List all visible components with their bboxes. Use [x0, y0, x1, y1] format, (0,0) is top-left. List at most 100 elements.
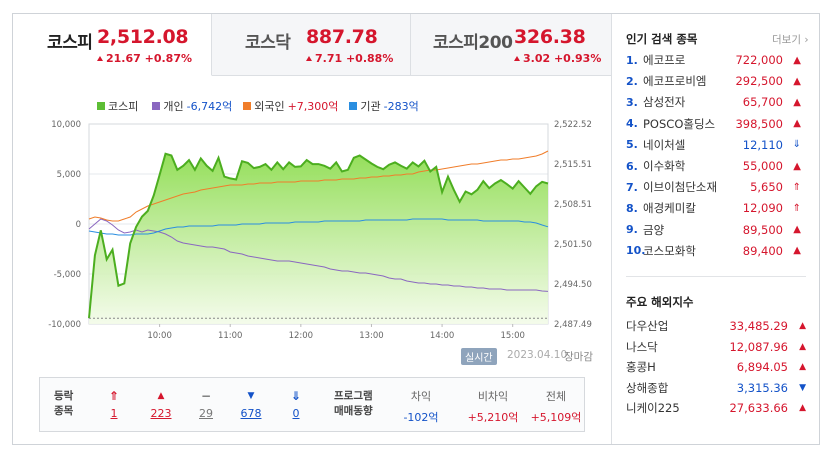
up-arrow-icon: ▲ [793, 160, 801, 172]
breadth-count[interactable]: 223 [150, 407, 172, 420]
chart-legend: 코스피 개인 -6,742억 외국인 +7,300억 기관 -283억 [97, 98, 419, 114]
legend-label: 개인 [163, 100, 184, 113]
index-name[interactable]: 상해종합 [626, 380, 669, 395]
world-index-row[interactable]: 나스닥 12,087.96 ▲ [626, 337, 806, 357]
stock-price: 398,500 [735, 116, 783, 131]
up-arrow-icon: ▲ [793, 245, 801, 257]
right-tick-label: 2,508.51 [554, 200, 592, 210]
breadth-count[interactable]: 0 [292, 407, 300, 420]
stock-name[interactable]: POSCO홀딩스 [643, 116, 716, 131]
index-name[interactable]: 홍콩H [626, 360, 656, 374]
legend-foreign: 외국인 +7,300억 [243, 98, 338, 114]
tab-kospi200-value: 326.38 [514, 26, 586, 48]
stock-name[interactable]: 에코프로비엠 [643, 74, 707, 89]
rank-number: 1. [626, 53, 638, 67]
popular-stock-row[interactable]: 10. 코스모화학 89,400 ▲ [626, 241, 806, 261]
breadth-count[interactable]: 1 [110, 407, 118, 420]
tab-kosdaq[interactable]: 코스닥 887.78 7.71 +0.88% [212, 14, 411, 76]
popular-stocks-title: 인기 검색 종목 [626, 32, 698, 46]
rank-number: 5. [626, 138, 638, 152]
realtime-badge[interactable]: 실시간 [461, 348, 497, 365]
stock-name[interactable]: 네이처셀 [643, 137, 686, 152]
left-tick-label: -5,000 [54, 270, 81, 280]
breadth-flat: − 29 [191, 389, 221, 420]
legend-swatch-institution [349, 102, 358, 110]
more-link[interactable]: 더보기 › [772, 32, 809, 47]
chevron-right-icon: › [800, 34, 809, 46]
up-arrow-icon: ⇑ [792, 202, 801, 214]
stock-price: 89,400 [742, 243, 783, 258]
stock-name[interactable]: 코스모화학 [643, 243, 696, 258]
breadth-header-bottom: 종목 [54, 405, 74, 417]
flat-icon: − [200, 389, 212, 403]
down-arrow-icon: ⇓ [792, 139, 801, 151]
popular-stock-row[interactable]: 5. 네이처셀 12,110 ⇓ [626, 135, 806, 155]
stock-name[interactable]: 삼성전자 [643, 95, 686, 110]
tab-kospi-change: 21.67 +0.87% [97, 52, 192, 65]
index-tabs: 코스피 2,512.08 21.67 +0.87% 코스닥 887.78 7.7… [13, 14, 611, 76]
index-name[interactable]: 니케이225 [626, 401, 680, 415]
rank-number: 9. [626, 223, 638, 237]
popular-stock-row[interactable]: 4. POSCO홀딩스 398,500 ▲ [626, 114, 806, 134]
left-tick-label: 5,000 [57, 170, 81, 180]
tab-kosdaq-value: 887.78 [306, 26, 378, 48]
x-tick-label: 10:00 [147, 331, 172, 341]
legend-value: -283억 [383, 100, 419, 113]
tab-kosdaq-change-text: 7.71 +0.88% [315, 52, 394, 65]
up-arrow-icon: ▲ [793, 118, 801, 130]
rank-number: 4. [626, 117, 638, 131]
program-header-top: 프로그램 [334, 390, 373, 402]
chart-date: 2023.04.10 [507, 349, 568, 361]
popular-stock-row[interactable]: 9. 금양 89,500 ▲ [626, 220, 806, 240]
legend-institution: 기관 -283억 [349, 98, 419, 114]
more-link-label: 더보기 [772, 34, 801, 46]
rank-number: 10. [626, 244, 646, 258]
up-arrow-icon: ▲ [793, 75, 801, 87]
up-triangle-icon: ▲ [799, 341, 806, 352]
index-name[interactable]: 나스닥 [626, 339, 658, 354]
foreign-series-line [88, 150, 549, 222]
world-index-row[interactable]: 상해종합 3,315.36 ▼ [626, 378, 806, 398]
right-tick-label: 2,522.52 [554, 120, 592, 130]
breadth-count[interactable]: 29 [199, 407, 213, 420]
up-triangle-icon [514, 56, 520, 61]
left-axis-ticks: 10,000 5,000 0 -5,000 -10,000 [48, 120, 81, 330]
popular-stock-row[interactable]: 6. 이수화학 55,000 ▲ [626, 156, 806, 176]
stock-price: 5,650 [750, 180, 783, 195]
kospi-series-line [88, 152, 549, 319]
up-triangle-icon: ▲ [799, 321, 806, 331]
world-index-row[interactable]: 다우산업 33,485.29 ▲ [626, 316, 806, 336]
tab-kosdaq-change: 7.71 +0.88% [306, 52, 393, 65]
popular-stock-row[interactable]: 2. 에코프로비엠 292,500 ▲ [626, 71, 806, 91]
stock-name[interactable]: 금양 [643, 222, 665, 237]
legend-value: +7,300억 [287, 100, 339, 113]
breadth-fall: ▼ 678 [236, 389, 266, 420]
program-label: 차익 [410, 390, 432, 403]
x-tick-label: 13:00 [359, 331, 384, 341]
world-index-row[interactable]: 니케이225 27,633.66 ▲ [626, 398, 806, 418]
world-index-row[interactable]: 홍콩H 6,894.05 ▲ [626, 357, 806, 377]
stock-name[interactable]: 에코프로 [643, 53, 686, 67]
stock-price: 12,090 [742, 201, 783, 216]
rank-number: 8. [626, 201, 638, 215]
stock-name[interactable]: 애경케미칼 [643, 201, 696, 216]
breadth-lower-limit: ⇓ 0 [281, 389, 311, 420]
stock-name[interactable]: 이브이첨단소재 [643, 180, 718, 195]
popular-stock-row[interactable]: 8. 애경케미칼 12,090 ⇑ [626, 198, 806, 218]
stock-name[interactable]: 이수화학 [643, 159, 686, 173]
up-triangle-icon [97, 56, 103, 61]
popular-stock-row[interactable]: 7. 이브이첨단소재 5,650 ⇑ [626, 177, 806, 197]
right-tick-label: 2,515.51 [554, 160, 592, 170]
right-tick-label: 2,487.49 [554, 320, 592, 330]
down-triangle-icon: ▼ [799, 382, 806, 393]
x-tick-label: 12:00 [289, 331, 314, 341]
market-widget: 코스피 2,512.08 21.67 +0.87% 코스닥 887.78 7.7… [12, 13, 820, 445]
popular-stock-row[interactable]: 1. 에코프로 722,000 ▲ [626, 50, 806, 70]
breadth-count[interactable]: 678 [240, 407, 262, 420]
index-name[interactable]: 다우산업 [626, 319, 669, 333]
index-value: 27,633.66 [729, 401, 788, 415]
index-value: 3,315.36 [736, 380, 788, 395]
tab-kospi[interactable]: 코스피 2,512.08 21.67 +0.87% [13, 14, 212, 76]
popular-stock-row[interactable]: 3. 삼성전자 65,700 ▲ [626, 92, 806, 112]
tab-kospi200[interactable]: 코스피200 326.38 3.02 +0.93% [411, 14, 611, 76]
